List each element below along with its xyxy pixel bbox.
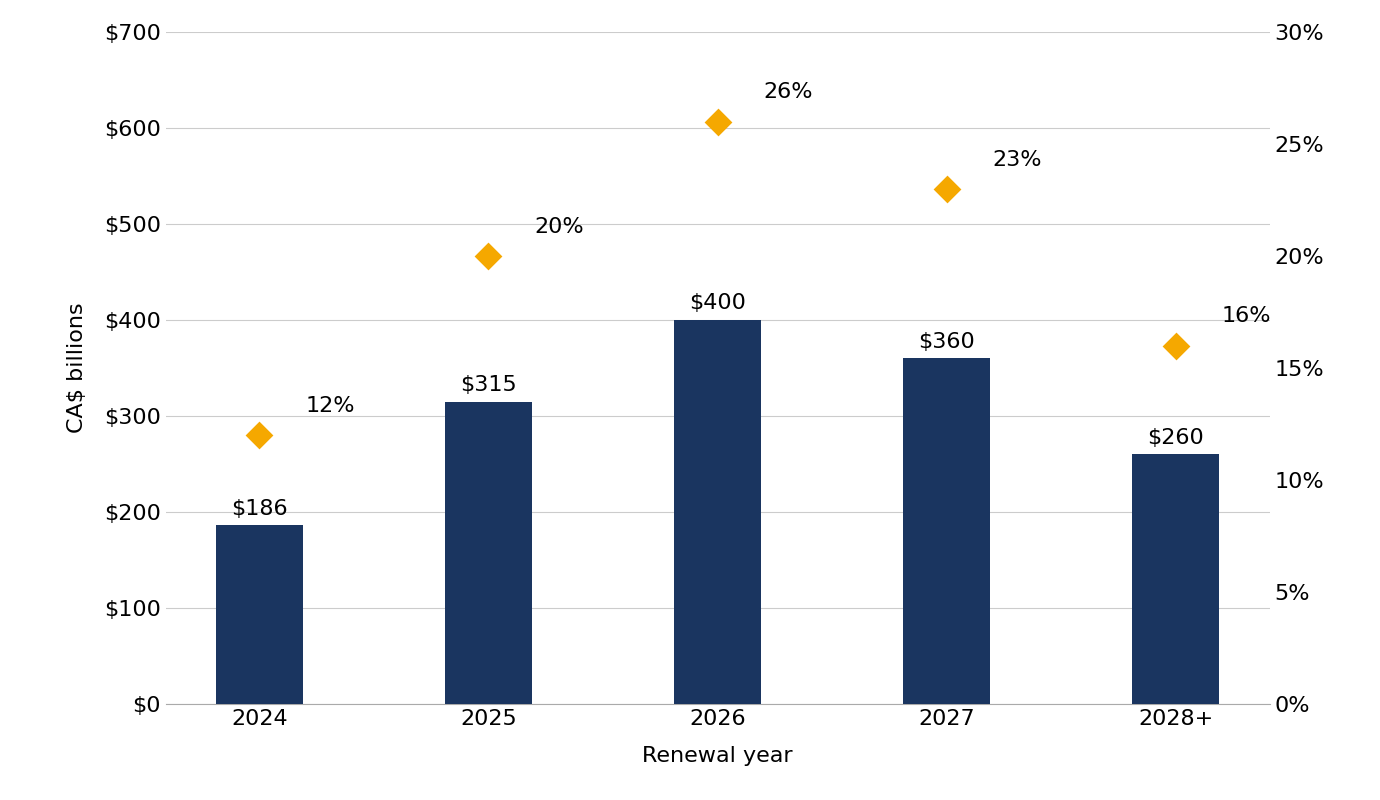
Point — [477, 250, 500, 262]
Bar — [215, 526, 302, 704]
Point — [707, 115, 729, 128]
Text: $315: $315 — [460, 375, 518, 395]
Point — [1165, 339, 1187, 352]
Point — [936, 182, 958, 195]
Text: 23%: 23% — [992, 150, 1042, 170]
X-axis label: Renewal year: Renewal year — [642, 746, 794, 766]
Text: 12%: 12% — [305, 396, 355, 416]
Bar — [673, 320, 762, 704]
Text: 26%: 26% — [763, 82, 813, 102]
Y-axis label: CA$ billions: CA$ billions — [68, 302, 87, 434]
Text: $360: $360 — [918, 332, 976, 352]
Text: 20%: 20% — [534, 217, 584, 237]
Text: 16%: 16% — [1221, 306, 1271, 326]
Point — [248, 429, 270, 442]
Text: $400: $400 — [689, 294, 747, 314]
Text: $186: $186 — [230, 498, 287, 518]
Bar — [444, 402, 533, 704]
Bar — [903, 358, 991, 704]
Text: $260: $260 — [1148, 428, 1205, 448]
Bar — [1133, 454, 1220, 704]
